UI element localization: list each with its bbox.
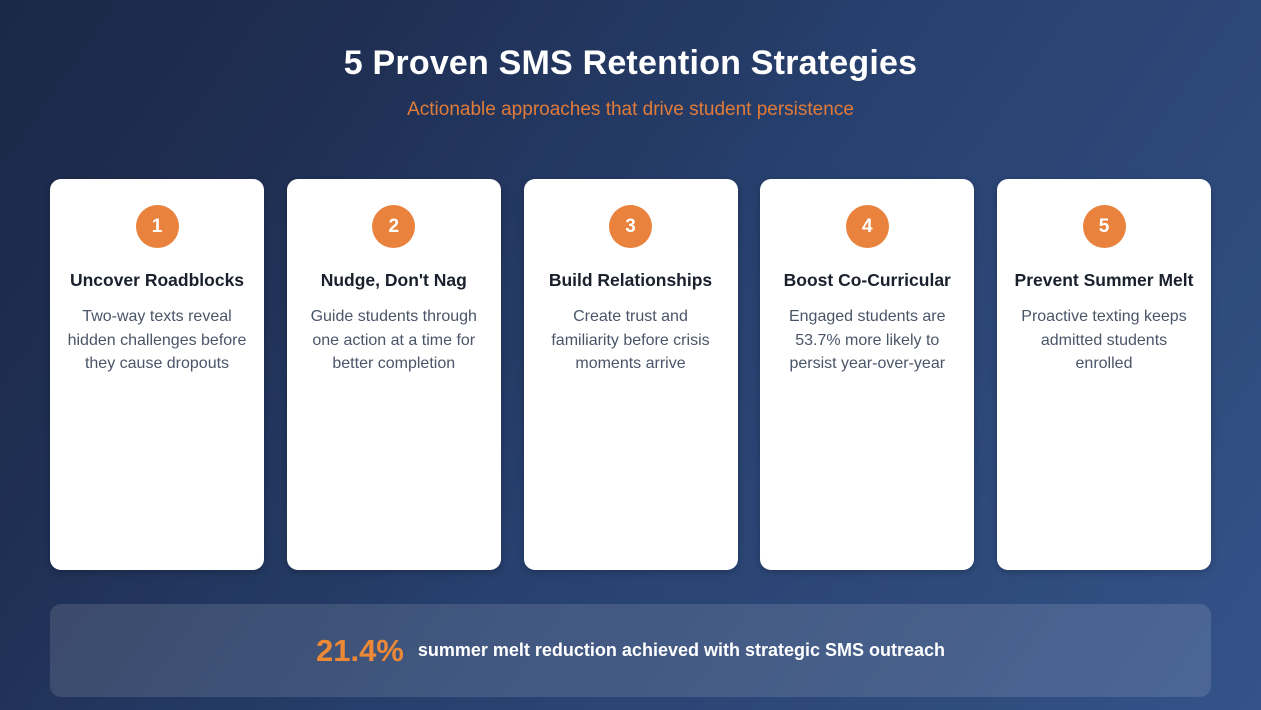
strategy-card[interactable]: 2 Nudge, Don't Nag Guide students throug…: [286, 179, 501, 570]
card-body: Create trust and familiarity before cris…: [551, 308, 710, 373]
banner-stat-value: 21.4%: [315, 633, 404, 668]
strategy-card[interactable]: 4 Boost Co-Curricular Engaged students a…: [760, 179, 975, 570]
card-body: Proactive texting keeps admitted student…: [1021, 308, 1187, 373]
page-title: 5 Proven SMS Retention Strategies: [343, 44, 918, 82]
card-title: Boost Co-Curricular: [783, 270, 951, 290]
card-title: Nudge, Don't Nag: [320, 270, 467, 290]
card-number-badge: 1: [135, 205, 179, 248]
card-number-badge: 2: [372, 205, 416, 248]
summary-banner: 21.4% summer melt reduction achieved wit…: [50, 604, 1211, 697]
card-title: Prevent Summer Melt: [1014, 270, 1194, 290]
card-body: Engaged students are 53.7% more likely t…: [788, 308, 946, 373]
strategy-card[interactable]: 1 Uncover Roadblocks Two-way texts revea…: [50, 179, 264, 570]
strategy-card-list: 1 Uncover Roadblocks Two-way texts revea…: [50, 179, 1211, 570]
strategy-card[interactable]: 3 Build Relationships Create trust and f…: [523, 179, 738, 570]
card-body: Guide students through one action at a t…: [310, 308, 477, 373]
card-body: Two-way texts reveal hidden challenges b…: [67, 308, 247, 373]
card-title: Build Relationships: [548, 270, 713, 290]
card-number-badge: 4: [845, 205, 889, 248]
slide-header: 5 Proven SMS Retention Strategies Action…: [0, 0, 1261, 122]
strategy-card[interactable]: 5 Prevent Summer Melt Proactive texting …: [997, 179, 1211, 570]
banner-stat-label: summer melt reduction achieved with stra…: [417, 639, 946, 660]
card-number-badge: 5: [1082, 205, 1126, 248]
card-number-badge: 3: [609, 205, 652, 248]
page-subtitle: Actionable approaches that drive student…: [407, 99, 854, 121]
card-title: Uncover Roadblocks: [69, 270, 245, 290]
